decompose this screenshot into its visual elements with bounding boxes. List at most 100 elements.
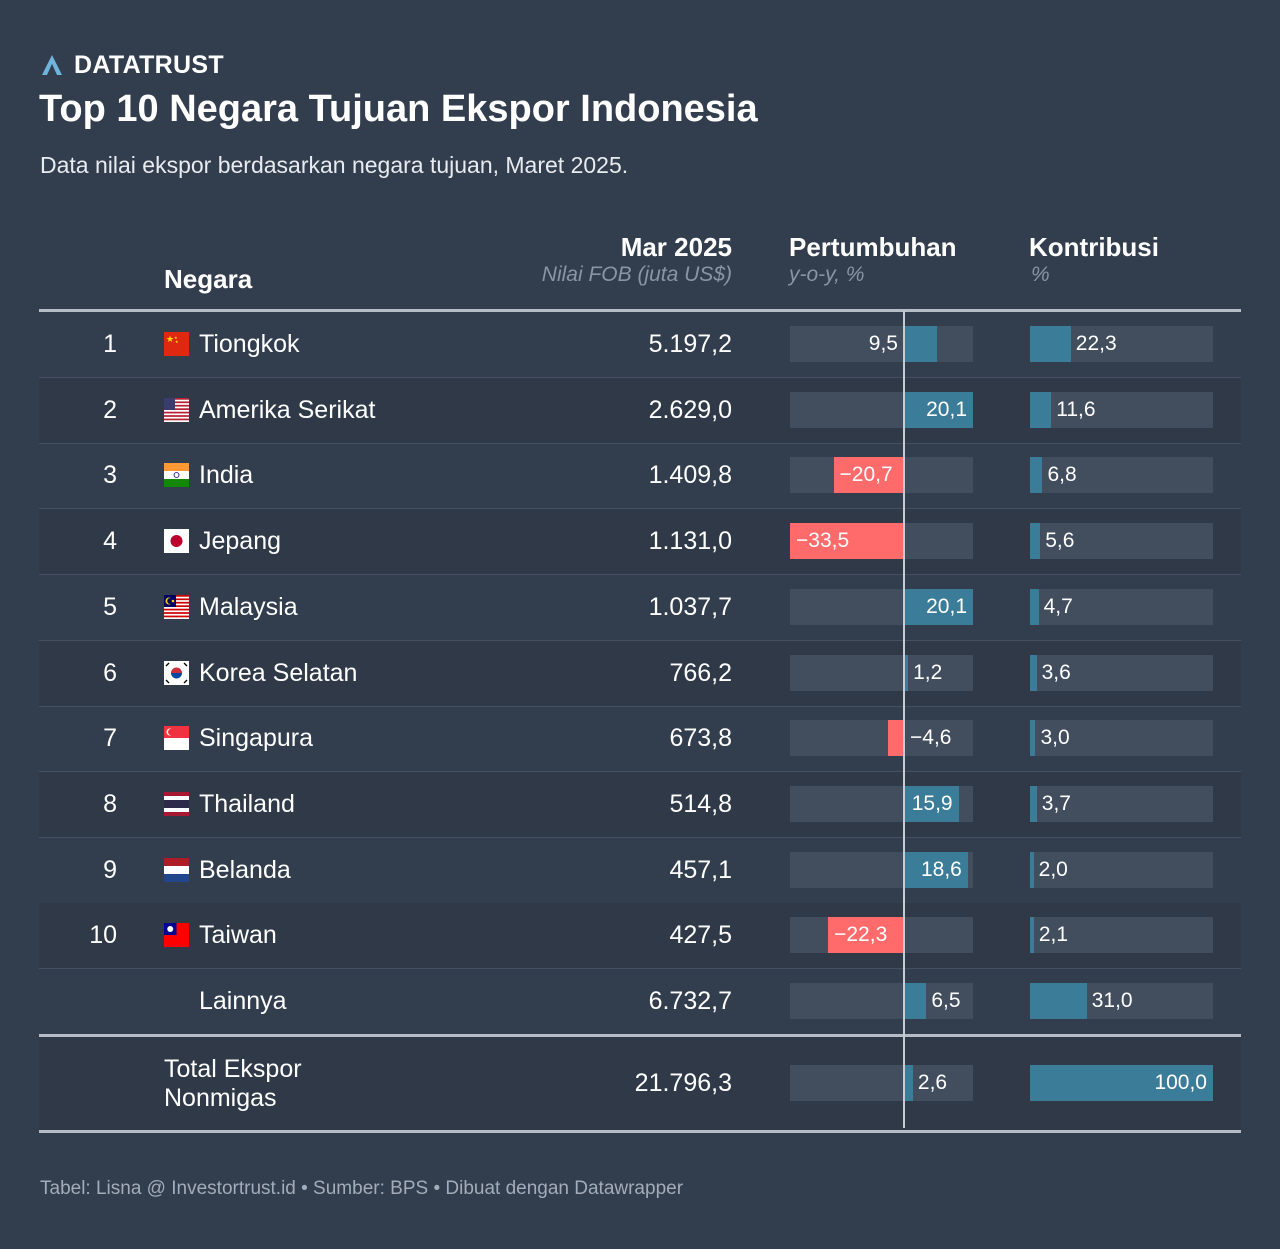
country-name: Korea Selatan [199, 658, 358, 687]
usa-flag-icon [164, 397, 189, 422]
export-value: 1.131,0 [648, 527, 732, 556]
table-row: 5 Malaysia 1.037,7 20,1 4,7 [39, 575, 1241, 641]
growth-label: −20,7 [839, 463, 893, 487]
contribution-bar-track: 3,7 [1030, 785, 1213, 822]
country-name: Lainnya [199, 987, 287, 1015]
growth-bar [790, 523, 904, 560]
contribution-bar-track: 4,7 [1030, 588, 1213, 625]
contribution-bar [1030, 720, 1036, 757]
contribution-label: 5,6 [1045, 529, 1075, 553]
growth-bar-track: 6,5 [790, 983, 973, 1019]
contribution-label-total: 100,0 [1154, 1071, 1207, 1094]
contribution-label: 3,6 [1041, 660, 1071, 684]
contribution-bar [1030, 523, 1041, 560]
contribution-bar [1030, 457, 1043, 494]
contribution-label: 2,1 [1038, 923, 1069, 947]
column-subheader-value: Nilai FOB (juta US$) [541, 263, 732, 286]
contribution-bar-track: 3,0 [1030, 720, 1213, 757]
malaysia-flag-icon [164, 594, 189, 619]
growth-bar [904, 654, 909, 691]
table-row: 8 Thailand 514,8 15,9 3,7 [39, 771, 1241, 838]
growth-label-total: 2,6 [917, 1071, 948, 1094]
export-value: 427,5 [669, 921, 732, 950]
growth-label: 20,1 [926, 594, 967, 618]
growth-bar [904, 983, 927, 1019]
contribution-label: 2,0 [1038, 857, 1068, 881]
total-value: 21.796,3 [634, 1069, 732, 1097]
contribution-bar-track: 11,6 [1030, 391, 1213, 428]
contribution-bar [1030, 983, 1087, 1019]
growth-bar-track: −4,6 [790, 720, 973, 757]
svg-text:★: ★ [174, 335, 178, 340]
china-flag-icon: ★ ★ ★ [164, 332, 189, 356]
table-row: 3 India 1.409,8 −20,7 6,8 [39, 443, 1241, 510]
export-value: 514,8 [669, 789, 732, 818]
contribution-bar [1030, 785, 1037, 822]
growth-label: 9,5 [868, 332, 898, 355]
growth-bar [833, 457, 904, 494]
country-name: Taiwan [199, 921, 277, 950]
growth-bar-track: −33,5 [790, 523, 973, 560]
rank-number: 5 [103, 592, 117, 621]
contribution-bar [1030, 326, 1071, 362]
header-rule [39, 309, 1241, 312]
table-row: 2 Amerika Serikat 2.629,0 20,1 11,6 [39, 377, 1241, 444]
column-header-growth[interactable]: Pertumbuhan [789, 232, 957, 262]
export-value: 6.732,7 [648, 987, 732, 1015]
growth-label: 18,6 [920, 857, 962, 881]
export-value: 2.629,0 [648, 395, 732, 424]
growth-label: −33,5 [796, 529, 850, 553]
column-subheader-contribution: % [1031, 263, 1050, 286]
growth-bar-track: −20,7 [790, 457, 973, 494]
rank-number: 6 [103, 658, 117, 687]
total-growth-bar-track: 2,6 [790, 1065, 973, 1101]
column-subheader-growth: y-o-y, % [789, 263, 865, 286]
rank-number: 2 [103, 395, 117, 424]
column-header-country[interactable]: Negara [164, 264, 253, 294]
brand: DATATRUST [40, 51, 224, 79]
contribution-bar [1030, 391, 1052, 428]
contribution-bar-track: 5,6 [1030, 523, 1213, 560]
table-row: 1 ★ ★ ★ Tiongkok 5.197,2 9,5 22,3 [39, 312, 1241, 378]
contribution-label: 3,0 [1040, 726, 1070, 750]
contribution-label: 22,3 [1075, 332, 1117, 355]
table-row: 9 Belanda 457,1 18,6 2,0 [39, 838, 1241, 904]
rank-number: 4 [103, 527, 117, 556]
contribution-bar [1030, 588, 1039, 625]
table-row: 10 Taiwan 427,5 −22,3 2,1 [39, 903, 1241, 970]
page-title: Top 10 Negara Tujuan Ekspor Indonesia [39, 88, 758, 130]
growth-bar [888, 720, 904, 757]
thailand-flag-icon [164, 791, 189, 816]
svg-text:★: ★ [166, 334, 174, 344]
export-value: 1.037,7 [648, 592, 732, 621]
contribution-label: 11,6 [1056, 397, 1096, 421]
column-header-contribution[interactable]: Kontribusi [1029, 232, 1159, 262]
growth-bar [904, 851, 968, 888]
column-header-value[interactable]: Mar 2025 [620, 232, 732, 262]
taiwan-flag-icon [164, 923, 189, 948]
growth-label: −22,3 [834, 923, 888, 947]
rank-number: 1 [103, 330, 117, 358]
growth-label: 6,5 [931, 989, 961, 1012]
contribution-bar-track: 3,6 [1030, 654, 1213, 691]
rank-number: 3 [103, 461, 117, 490]
brand-name: DATATRUST [74, 50, 224, 79]
country-name: Jepang [199, 527, 282, 556]
contribution-bar [1030, 851, 1034, 888]
country-name: Amerika Serikat [199, 395, 376, 424]
table-row: 7 Singapura 673,8 −4,6 3,0 [39, 706, 1241, 773]
export-value: 457,1 [669, 855, 732, 884]
contribution-bar-track: 31,0 [1030, 983, 1213, 1019]
total-country-line2: Nonmigas [164, 1084, 277, 1112]
growth-label: 15,9 [911, 791, 953, 815]
growth-bar-track: 20,1 [790, 391, 973, 428]
growth-bar [904, 326, 937, 362]
contribution-bar [1030, 654, 1037, 691]
datatrust-logo-icon [42, 55, 62, 75]
country-name: Thailand [199, 789, 295, 818]
country-name: Malaysia [199, 592, 298, 621]
country-name: India [199, 461, 254, 490]
contribution-label: 4,7 [1043, 594, 1073, 618]
export-value: 1.409,8 [648, 461, 732, 490]
footer-credit: Tabel: Lisna @ Investortrust.id • Sumber… [40, 1178, 684, 1199]
